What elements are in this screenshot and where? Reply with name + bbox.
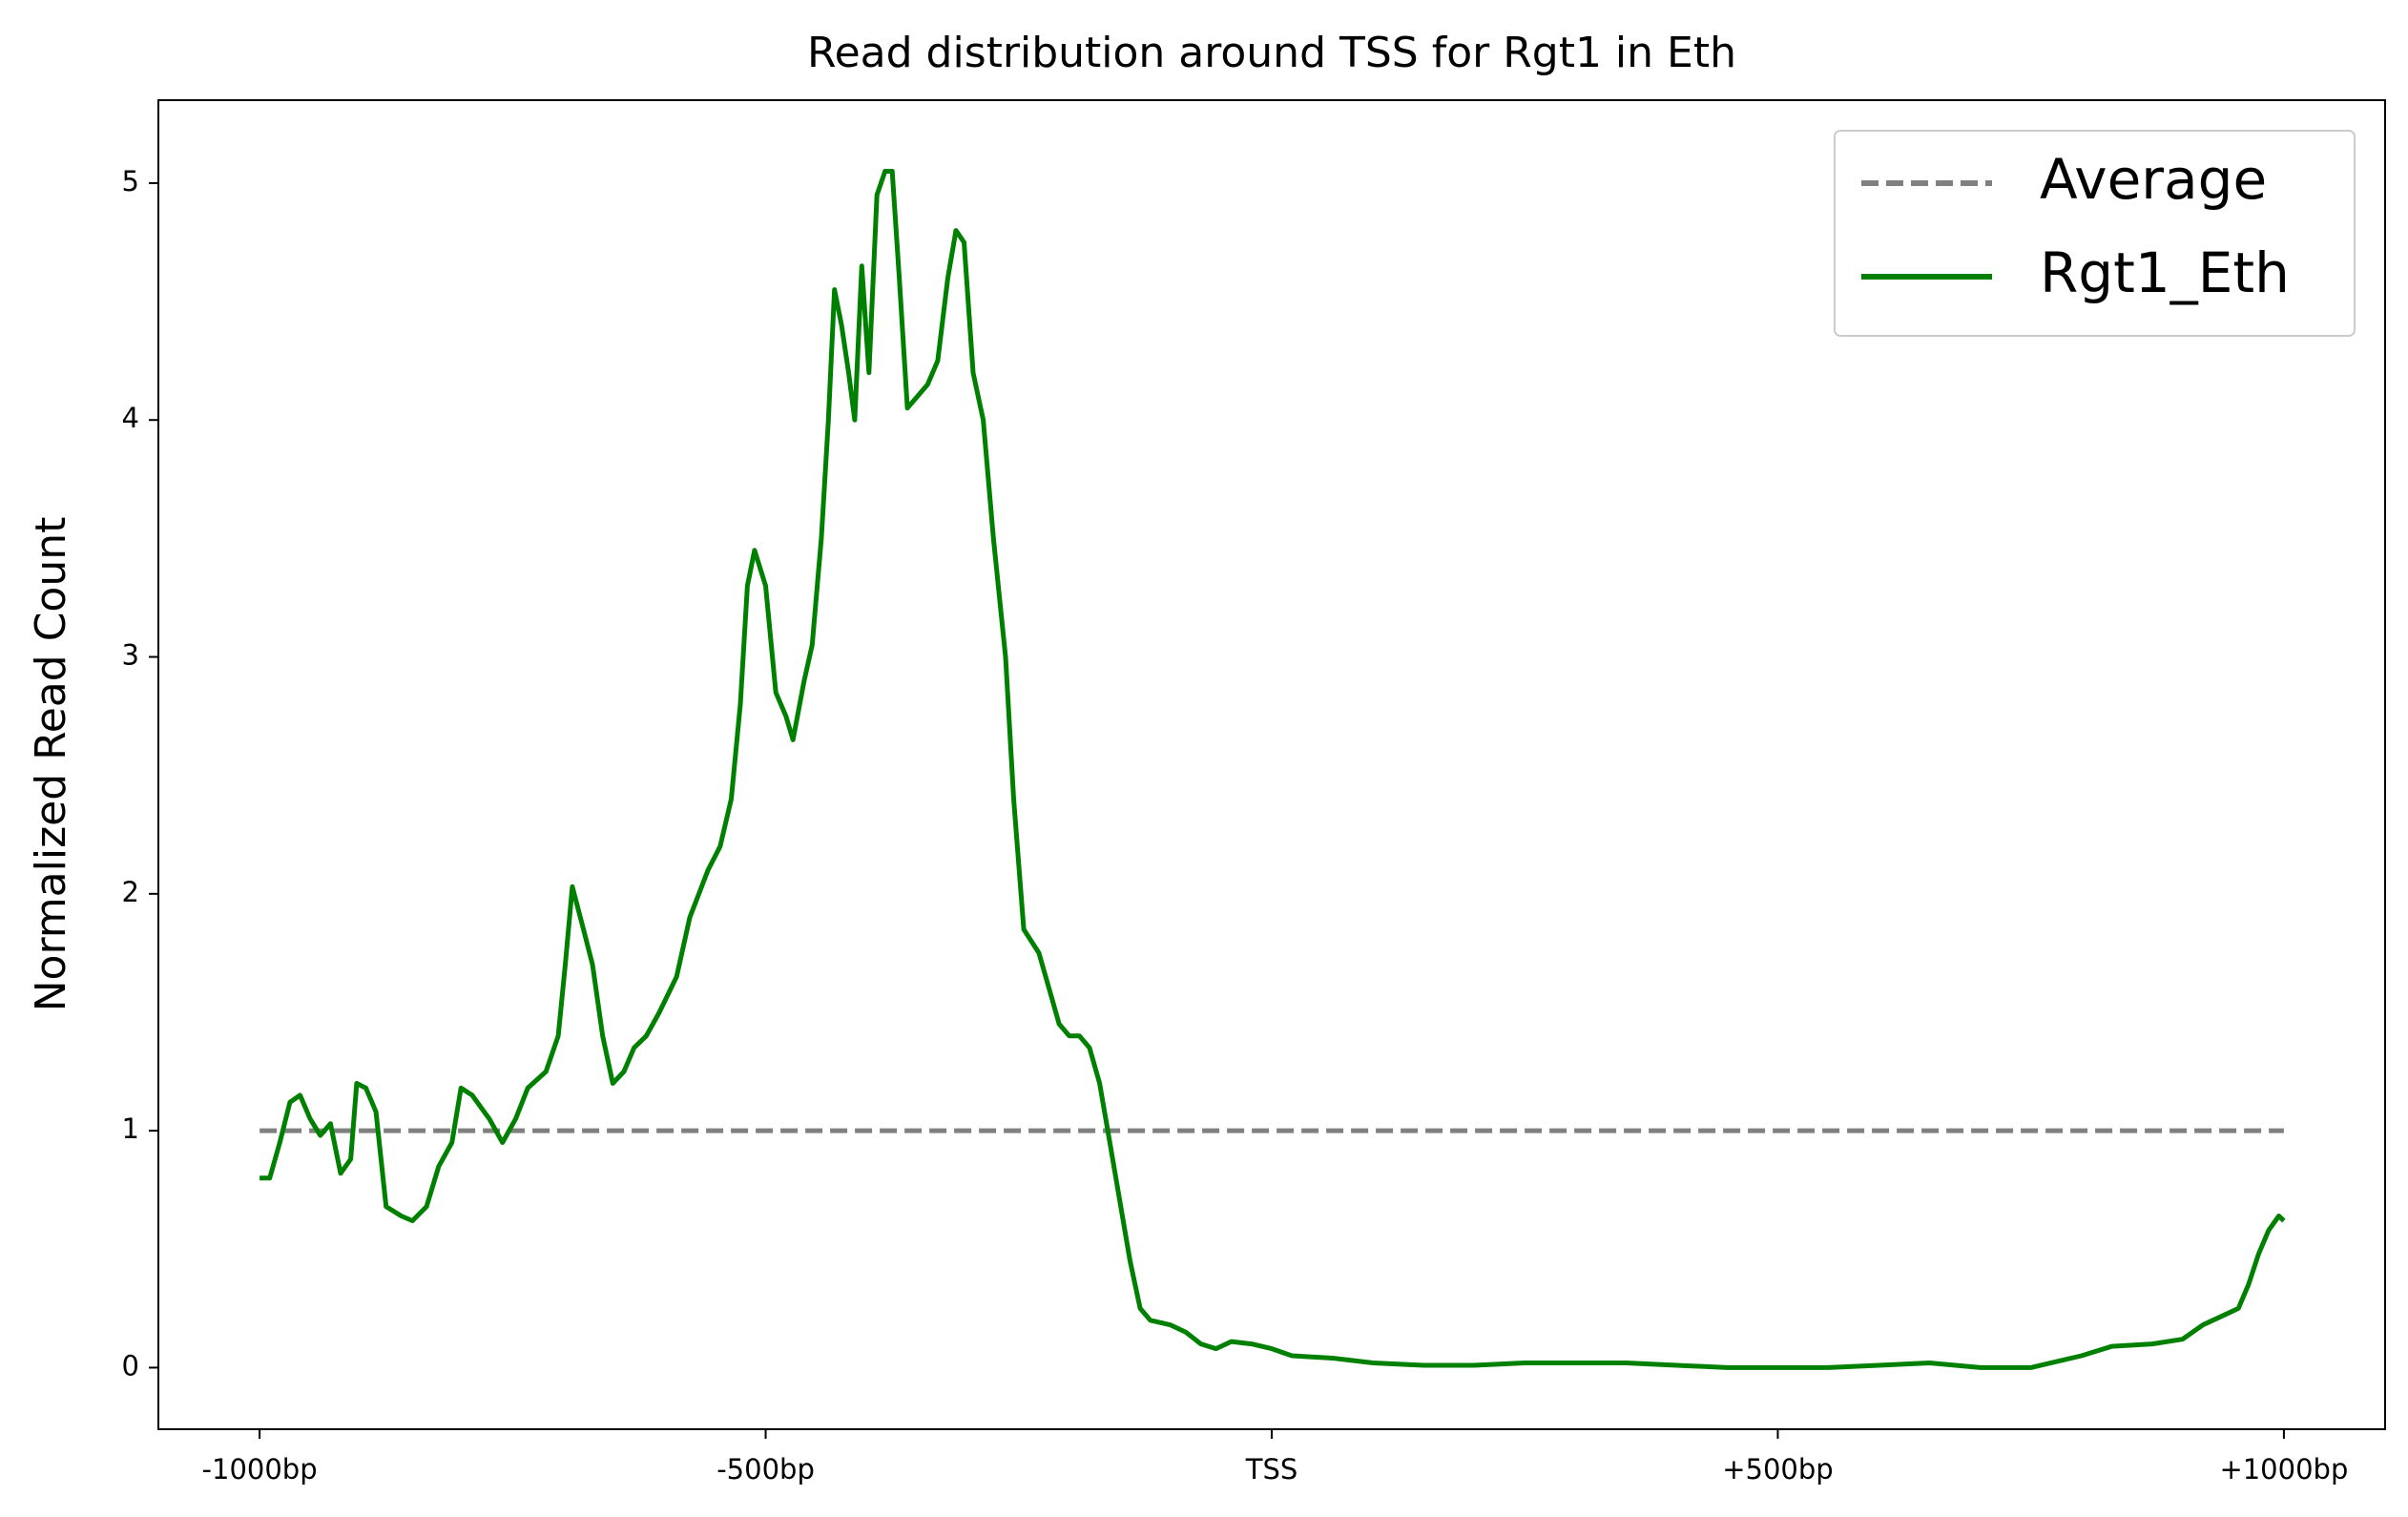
legend-label: Rgt1_Eth xyxy=(2040,240,2290,305)
y-axis-label: Normalized Read Count xyxy=(27,517,75,1012)
y-tick-label: 1 xyxy=(122,1112,139,1145)
y-tick-label: 3 xyxy=(122,639,139,672)
y-tick-label: 2 xyxy=(122,876,139,908)
x-tick-label: -1000bp xyxy=(202,1453,318,1486)
y-tick-label: 4 xyxy=(122,402,139,434)
x-tick-label: TSS xyxy=(1245,1453,1298,1486)
y-tick-label: 0 xyxy=(122,1349,139,1382)
plot-frame xyxy=(157,99,2386,1430)
chart-title: Read distribution around TSS for Rgt1 in… xyxy=(807,29,1736,77)
series-line xyxy=(259,169,2286,1370)
y-tick-label: 5 xyxy=(122,165,139,197)
x-tick-label: +1000bp xyxy=(2219,1453,2348,1486)
x-tick-label: +500bp xyxy=(1722,1453,1833,1486)
x-tick-label: -500bp xyxy=(716,1453,815,1486)
legend-label: Average xyxy=(2040,147,2267,212)
